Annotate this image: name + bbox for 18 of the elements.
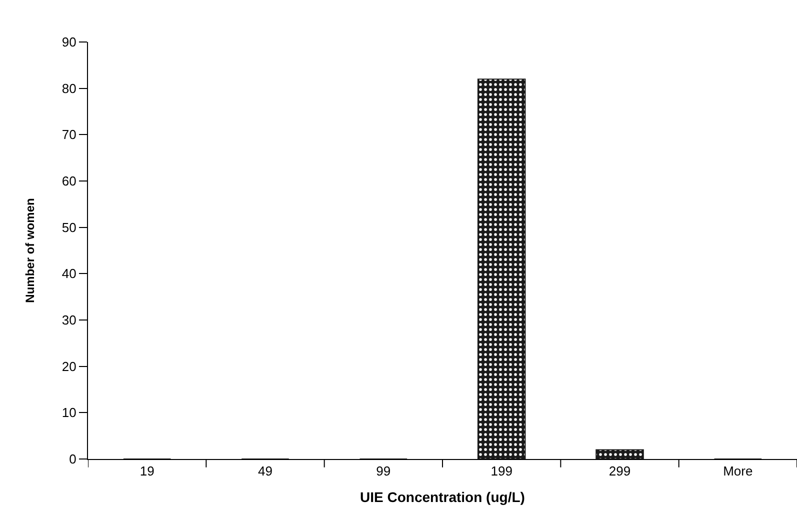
y-tick-label: 10	[62, 405, 76, 420]
x-tick-label: 199	[490, 464, 512, 479]
y-tick-label: 30	[62, 312, 76, 328]
y-tick-label: 40	[62, 266, 76, 282]
x-tick-label: 49	[258, 464, 272, 479]
x-tick-label: 19	[140, 464, 154, 479]
x-axis-title: UIE Concentration (ug/L)	[360, 488, 525, 505]
y-tick-label: 0	[69, 452, 76, 467]
x-tick-label: More	[723, 464, 753, 479]
y-tick-label: 90	[62, 34, 76, 50]
y-tick-label: 80	[62, 80, 76, 96]
y-tick-label: 70	[62, 127, 76, 142]
x-tick-label: 99	[376, 464, 391, 479]
y-tick-label: 60	[62, 174, 76, 189]
x-tick-label: 299	[608, 464, 631, 479]
y-tick-label: 50	[62, 220, 76, 235]
y-tick-label: 20	[62, 358, 76, 374]
y-axis-title: Number of women	[23, 198, 38, 303]
